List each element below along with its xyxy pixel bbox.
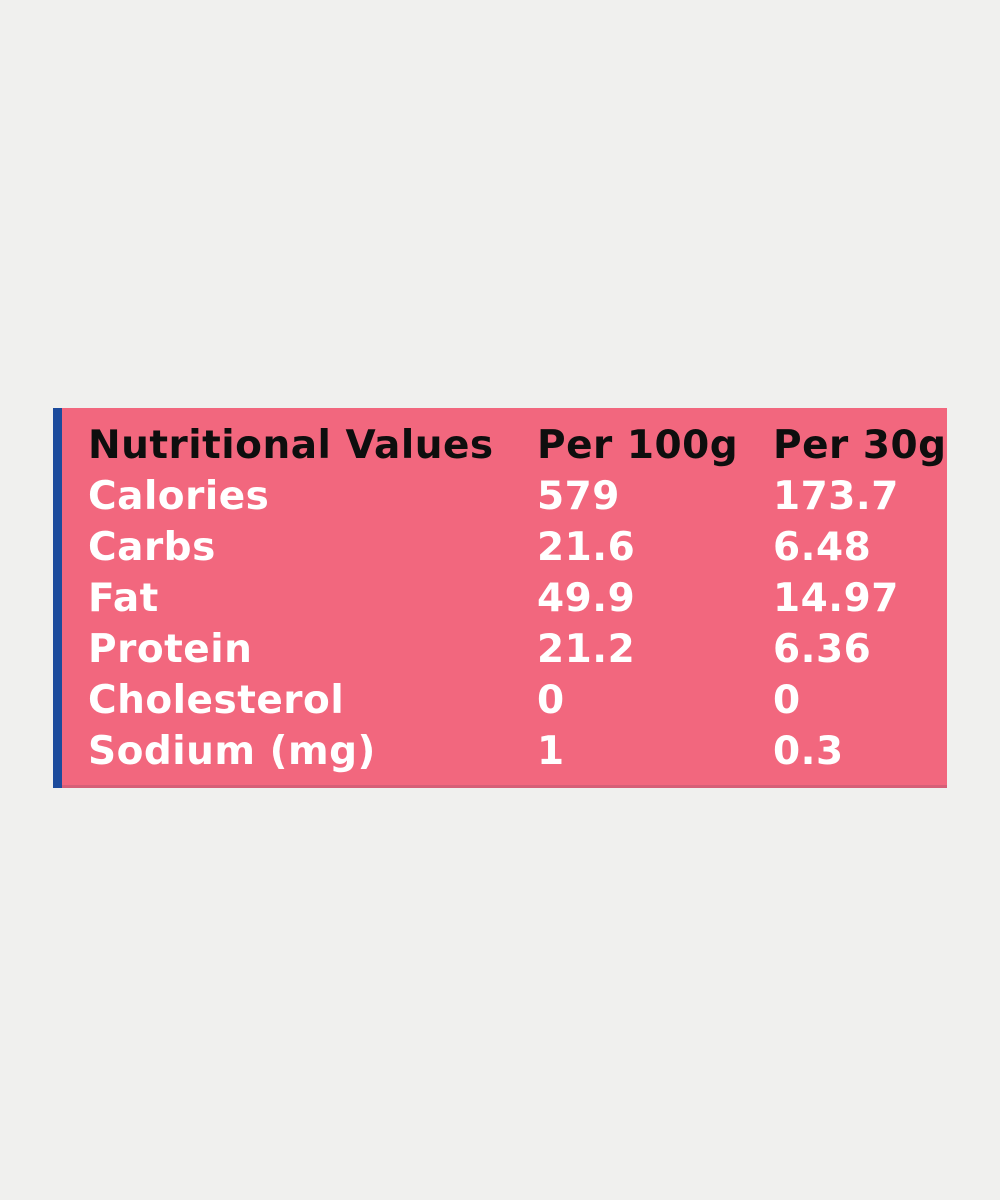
row-label: Carbs	[88, 525, 216, 570]
row-value-per-30g: 6.36	[773, 627, 872, 672]
row-label: Fat	[88, 576, 159, 621]
row-value-per-100g: 0	[537, 678, 565, 723]
row-label: Protein	[88, 627, 253, 672]
row-label: Cholesterol	[88, 678, 345, 723]
card-accent-bar	[53, 408, 62, 788]
column-header-per-100g: Per 100g	[537, 423, 739, 468]
table-header-row: Nutritional Values Per 100g Per 30g	[88, 420, 947, 471]
table-body: Calories 579 173.7 Carbs 21.6 6.48 Fat 49.9 14.9…	[88, 471, 947, 777]
table-row: Protein 21.2 6.36	[88, 624, 947, 675]
row-value-per-100g: 49.9	[537, 576, 636, 621]
row-value-per-100g: 579	[537, 474, 620, 519]
table-row: Cholesterol 0 0	[88, 675, 947, 726]
row-value-per-100g: 21.6	[537, 525, 636, 570]
row-value-per-30g: 14.97	[773, 576, 899, 621]
row-value-per-30g: 6.48	[773, 525, 872, 570]
table-row: Carbs 21.6 6.48	[88, 522, 947, 573]
row-label: Sodium (mg)	[88, 729, 376, 774]
row-label: Calories	[88, 474, 270, 519]
table-row: Fat 49.9 14.97	[88, 573, 947, 624]
column-header-per-30g: Per 30g	[773, 423, 947, 468]
nutrition-table: Nutritional Values Per 100g Per 30g Calo…	[62, 408, 947, 788]
row-value-per-30g: 0.3	[773, 729, 844, 774]
table-row: Calories 579 173.7	[88, 471, 947, 522]
nutrition-card: Nutritional Values Per 100g Per 30g Calo…	[53, 408, 947, 788]
row-value-per-30g: 173.7	[773, 474, 899, 519]
table-row: Sodium (mg) 1 0.3	[88, 726, 947, 777]
row-value-per-100g: 1	[537, 729, 565, 774]
row-value-per-30g: 0	[773, 678, 801, 723]
row-value-per-100g: 21.2	[537, 627, 636, 672]
table-title: Nutritional Values	[88, 423, 494, 468]
